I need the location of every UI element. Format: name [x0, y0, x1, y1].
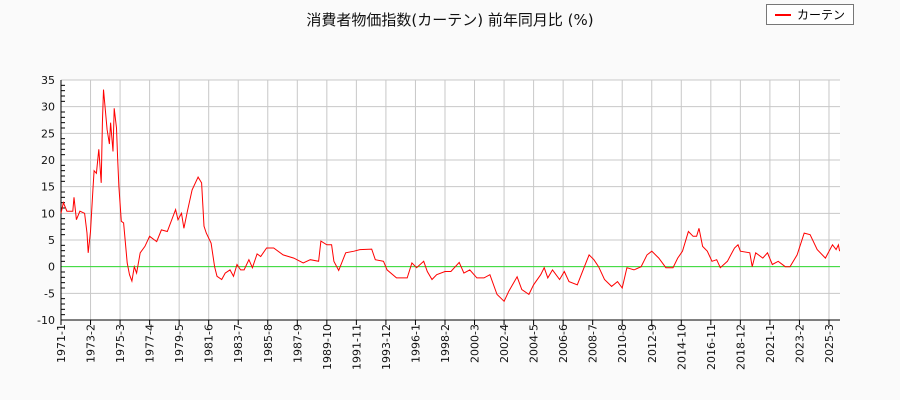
x-tick-label: 1989-10 — [321, 324, 334, 370]
x-tick-label: 1981-6 — [203, 324, 216, 363]
x-tick-label: 2010-8 — [616, 324, 629, 363]
y-tick-label: 20 — [41, 154, 55, 167]
y-tick-label: 5 — [48, 234, 55, 247]
x-tick-label: 2016-11 — [705, 324, 718, 370]
plot-area — [61, 80, 840, 320]
legend-label: カーテン — [797, 8, 846, 22]
x-tick-label: 2002-4 — [498, 324, 511, 363]
legend: カーテン — [766, 4, 854, 25]
x-tick-label: 1987-9 — [291, 324, 304, 363]
x-tick-label: 1977-4 — [144, 324, 157, 363]
y-tick-label: 25 — [41, 127, 55, 140]
x-tick-label: 1985-8 — [262, 324, 275, 363]
x-tick-label: 1975-3 — [114, 324, 127, 363]
x-tick-label: 1991-11 — [350, 324, 363, 370]
x-tick-label: 2000-3 — [469, 324, 482, 363]
x-tick-label: 2012-9 — [646, 324, 659, 363]
y-tick-label: -5 — [44, 287, 55, 300]
legend-swatch — [775, 13, 791, 16]
x-tick-label: 2004-5 — [528, 324, 541, 363]
y-tick-label: -10 — [37, 314, 55, 327]
x-tick-label: 2014-10 — [675, 324, 688, 370]
y-tick-label: 10 — [41, 207, 55, 220]
x-tick-label: 2018-12 — [734, 324, 747, 370]
x-tick-label: 2006-6 — [557, 324, 570, 363]
x-tick-label: 2008-7 — [587, 324, 600, 363]
x-tick-label: 1998-2 — [439, 324, 452, 363]
y-tick-label: 0 — [48, 261, 55, 274]
x-tick-label: 1996-1 — [409, 324, 422, 363]
x-tick-label: 1971-1 — [55, 324, 68, 363]
x-tick-label: 1983-7 — [232, 324, 245, 363]
x-tick-label: 1979-5 — [173, 324, 186, 363]
x-tick-label: 2021-1 — [764, 324, 777, 363]
x-tick-label: 2025-3 — [823, 324, 836, 363]
series-line — [60, 89, 841, 303]
y-tick-label: 35 — [41, 74, 55, 87]
x-tick-label: 1993-12 — [380, 324, 393, 370]
y-tick-label: 30 — [41, 101, 55, 114]
x-tick-label: 1973-2 — [85, 324, 98, 363]
x-tick-label: 2023-2 — [793, 324, 806, 363]
y-tick-label: 15 — [41, 181, 55, 194]
chart-title: 消費者物価指数(カーテン) 前年同月比 (%) — [306, 11, 594, 29]
